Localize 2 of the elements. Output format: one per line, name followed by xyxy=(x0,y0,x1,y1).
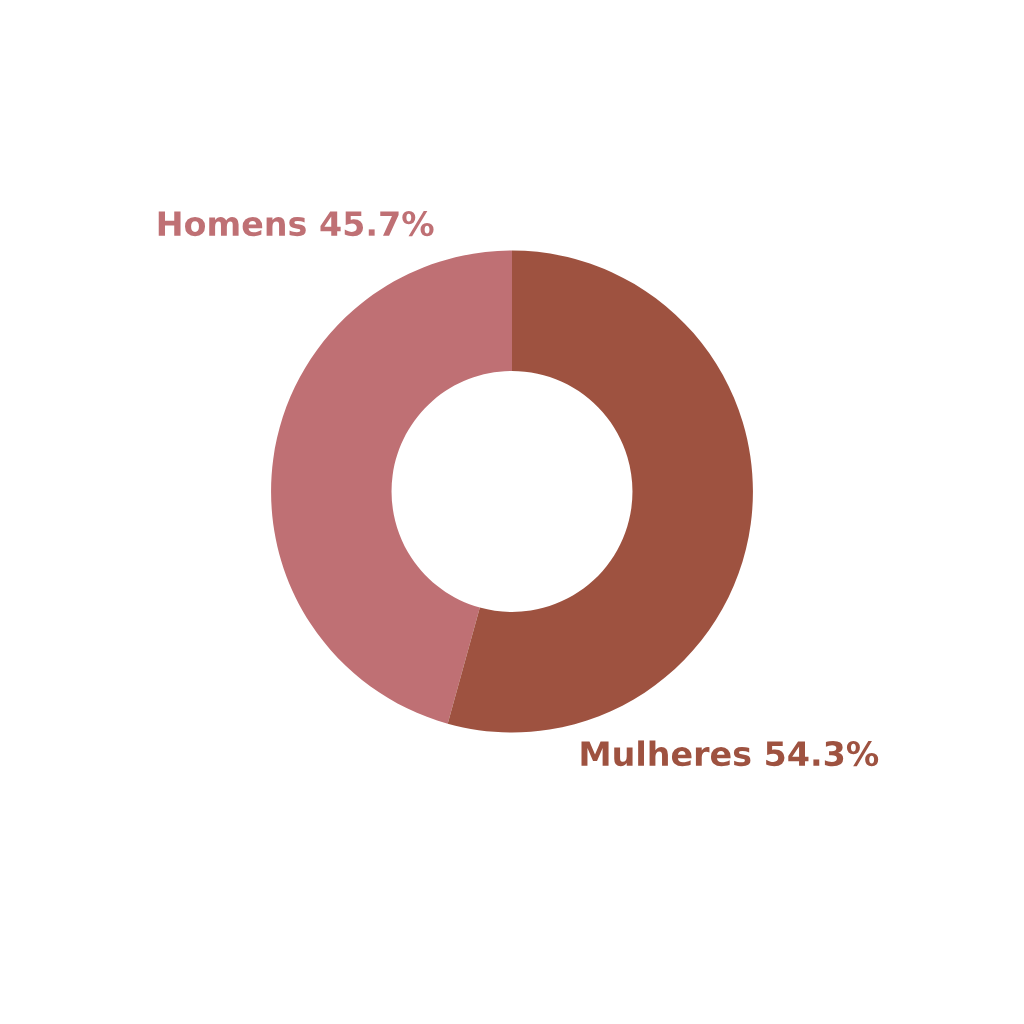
slice-label: Mulheres 54.3% xyxy=(581,740,879,767)
slice-label: Homens 45.7% xyxy=(158,210,434,237)
